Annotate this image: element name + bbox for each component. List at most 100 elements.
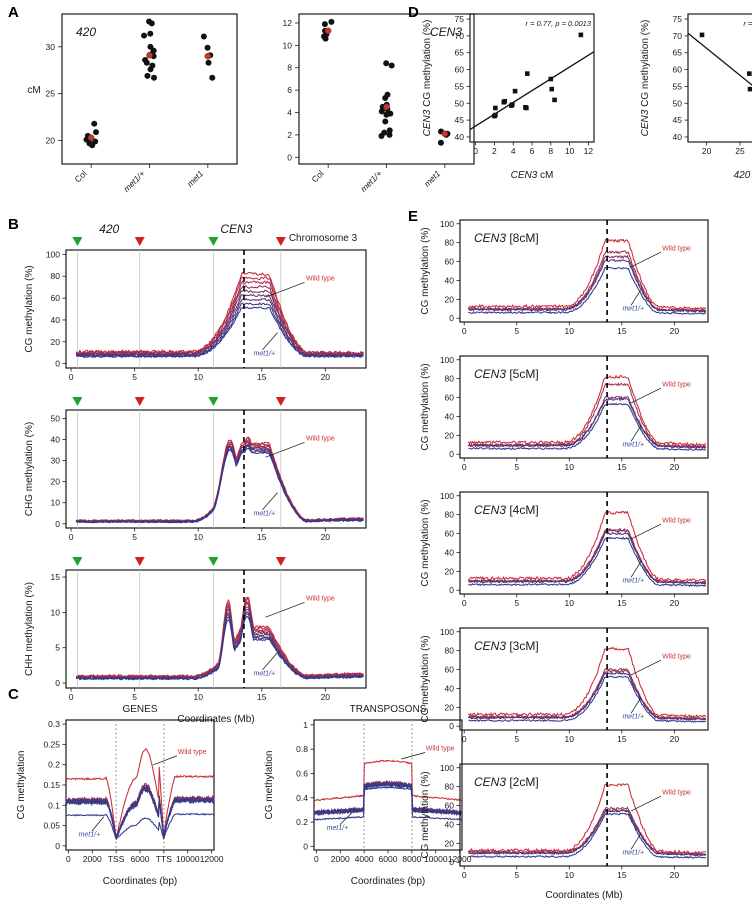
svg-text:4000: 4000 <box>355 854 374 864</box>
met1-label: met1/+ <box>622 441 644 448</box>
svg-text:5: 5 <box>132 372 137 382</box>
data-point <box>382 118 389 125</box>
svg-text:0: 0 <box>55 519 60 529</box>
wild-type-label: Wild type <box>306 436 335 443</box>
svg-text:80: 80 <box>445 374 455 384</box>
panel-letter-c: C <box>8 686 19 703</box>
svg-text:5: 5 <box>514 598 519 608</box>
data-point <box>388 62 395 69</box>
svg-text:15: 15 <box>617 734 627 744</box>
svg-text:15: 15 <box>51 572 61 582</box>
data-point <box>383 60 390 67</box>
svg-text:10: 10 <box>565 146 575 156</box>
svg-text:20: 20 <box>51 477 61 487</box>
mean-marker <box>87 134 95 141</box>
panel-b-chart-0: 0 20 40 60 80 100 0 5 10 15 20 Wild type met1/+ 420 CE… <box>46 222 367 382</box>
svg-text:5: 5 <box>514 734 519 744</box>
svg-text:100: 100 <box>440 219 454 229</box>
svg-text:5: 5 <box>514 870 519 880</box>
data-point <box>512 88 518 94</box>
data-point <box>328 18 335 25</box>
svg-text:60: 60 <box>673 65 683 75</box>
methylation-curve <box>75 615 364 681</box>
data-point <box>321 21 328 28</box>
svg-text:45: 45 <box>673 115 683 125</box>
met1-label: met1/+ <box>254 511 276 518</box>
panel-e-xlabel: Coordinates (Mb) <box>545 890 622 901</box>
regression-line <box>469 51 595 131</box>
methylation-curve <box>468 402 707 451</box>
svg-text:20: 20 <box>702 146 712 156</box>
interval-marker-green <box>208 397 219 406</box>
svg-text:40: 40 <box>445 819 455 829</box>
methylation-curve <box>467 527 707 585</box>
interval-marker-green <box>72 237 83 246</box>
panel-d-chart-0: 40 45 50 55 60 65 70 75 0 2 4 6 8 10 12 r = 0.77, p = 0… <box>455 13 595 156</box>
svg-text:20: 20 <box>51 337 61 347</box>
methylation-curve <box>75 602 364 679</box>
svg-text:0.8: 0.8 <box>296 744 308 754</box>
panel-e-ylabel: CG methylation (%) <box>420 771 431 858</box>
svg-text:0: 0 <box>449 313 454 323</box>
svg-text:10: 10 <box>51 607 61 617</box>
svg-text:10: 10 <box>193 372 203 382</box>
svg-text:50: 50 <box>673 98 683 108</box>
svg-text:40: 40 <box>51 315 61 325</box>
data-point <box>147 30 154 37</box>
svg-text:30: 30 <box>51 456 61 466</box>
panel-c-figure: 0 0.05 0.1 0.15 0.2 0.25 0.3 0 2000 TSS 6000 TTS 100… <box>8 694 486 898</box>
panel-c-chart-title: GENES <box>122 704 157 715</box>
data-point <box>552 97 557 103</box>
svg-text:2000: 2000 <box>331 854 350 864</box>
category-label: Col <box>72 168 88 184</box>
methylation-curve <box>76 306 364 359</box>
mean-marker <box>324 27 332 35</box>
data-point <box>493 112 498 118</box>
methylation-curve <box>76 441 364 523</box>
panel-a-ylabel: cM <box>27 85 40 96</box>
svg-text:0: 0 <box>449 857 454 867</box>
data-point <box>548 76 554 82</box>
panel-e-ylabel: CG methylation (%) <box>420 363 431 450</box>
svg-text:100: 100 <box>440 355 454 365</box>
category-label: met1/+ <box>358 168 384 194</box>
data-point <box>386 127 393 134</box>
panel-e-ylabel: CG methylation (%) <box>420 635 431 722</box>
data-point <box>378 108 385 115</box>
svg-text:75: 75 <box>673 14 683 24</box>
svg-text:8: 8 <box>287 63 292 73</box>
panel-b-xlabel: Coordinates (Mb) <box>177 714 254 725</box>
svg-text:15: 15 <box>617 598 627 608</box>
methylation-curve <box>467 374 707 447</box>
svg-text:0: 0 <box>462 870 467 880</box>
panel-e-chart-2: 0 20 40 60 80 100 0 5 10 15 20 CEN3 [4cM] Wild type m… <box>440 491 709 608</box>
svg-text:60: 60 <box>455 65 465 75</box>
interval-marker-red <box>134 397 145 406</box>
svg-text:20: 20 <box>445 702 455 712</box>
panel-b-ylabel: CHG methylation (%) <box>24 422 35 516</box>
panel-a-figure: cM 20 25 30 420 Col met1/+ met1 0 2 4 6 8 10 12 CEN3 Col… <box>20 4 480 212</box>
svg-text:0.6: 0.6 <box>296 768 308 778</box>
svg-text:20: 20 <box>321 372 331 382</box>
svg-text:0: 0 <box>69 532 74 542</box>
svg-text:0.2: 0.2 <box>296 817 308 827</box>
chromosome-label: Chromosome 3 <box>289 233 358 244</box>
data-point <box>747 86 752 92</box>
methylation-curve <box>75 289 364 357</box>
svg-text:70: 70 <box>455 31 465 41</box>
svg-text:2: 2 <box>492 146 497 156</box>
panel-b-ylabel: CHH methylation (%) <box>24 582 35 676</box>
svg-text:20: 20 <box>321 692 331 702</box>
svg-text:0: 0 <box>473 146 478 156</box>
svg-text:0.15: 0.15 <box>43 780 60 790</box>
mean-marker <box>383 103 390 111</box>
methylation-curve <box>468 812 707 859</box>
category-label: met1/+ <box>121 168 147 194</box>
interval-marker-red <box>275 557 286 566</box>
panel-c-chart-title: TRANSPOSONS <box>350 704 427 715</box>
svg-text:6: 6 <box>287 85 292 95</box>
panel-c-chart-0: 0 0.05 0.1 0.15 0.2 0.25 0.3 0 2000 TSS 6000 TTS 100… <box>43 704 223 864</box>
methylation-curve <box>65 786 215 840</box>
panel-letter-d: D <box>408 4 419 21</box>
